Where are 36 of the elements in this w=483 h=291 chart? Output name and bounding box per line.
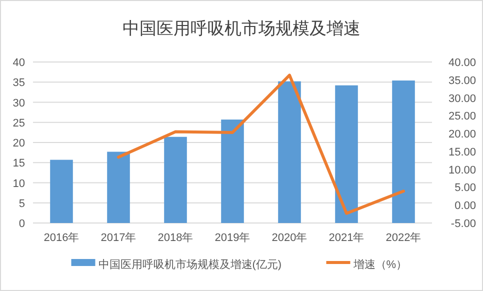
y2-tick-label: 25.00 [448,110,476,123]
y-tick-label: 5 [18,198,25,210]
bar [164,136,187,223]
x-tick-label: 2021年 [328,232,364,244]
y2-tick-label: 35.00 [448,74,476,87]
y2-tick-label: 5.00 [454,182,476,194]
legend-label: 中国医用呼吸机市场规模及增速(亿元) [98,258,282,271]
legend-label: 增速（%） [352,258,408,271]
y-tick-label: 40 [12,57,25,69]
bar [221,120,244,223]
y-tick-label: 10 [12,178,25,190]
y2-tick-label: 15.00 [448,146,476,158]
bar [278,81,301,223]
y-tick-label: 20 [12,138,25,150]
y-tick-label: 30 [12,97,25,110]
y2-tick-label: 40.00 [448,57,476,69]
y2-tick-label: -5.00 [450,218,476,230]
y-tick-label: 25 [12,117,25,130]
chart-title: 中国医用呼吸机市场规模及增速 [122,19,360,38]
x-tick-label: 2020年 [272,232,308,244]
x-tick-label: 2019年 [214,232,250,244]
y2-tick-label: 0.00 [454,200,476,212]
bar [107,152,130,223]
y2-tick-label: 30.00 [448,92,476,105]
y-tick-label: 0 [18,218,25,230]
x-tick-label: 2022年 [386,232,422,244]
bar [392,80,415,223]
y2-tick-label: 20.00 [448,128,476,141]
x-tick-label: 2017年 [100,232,136,244]
y2-tick-label: 10.00 [448,164,476,176]
x-tick-label: 2016年 [44,232,80,244]
bar [335,85,358,223]
y-tick-label: 15 [12,158,25,170]
y-tick-label: 35 [12,77,25,90]
bar [50,160,73,223]
x-tick-label: 2018年 [158,232,194,244]
